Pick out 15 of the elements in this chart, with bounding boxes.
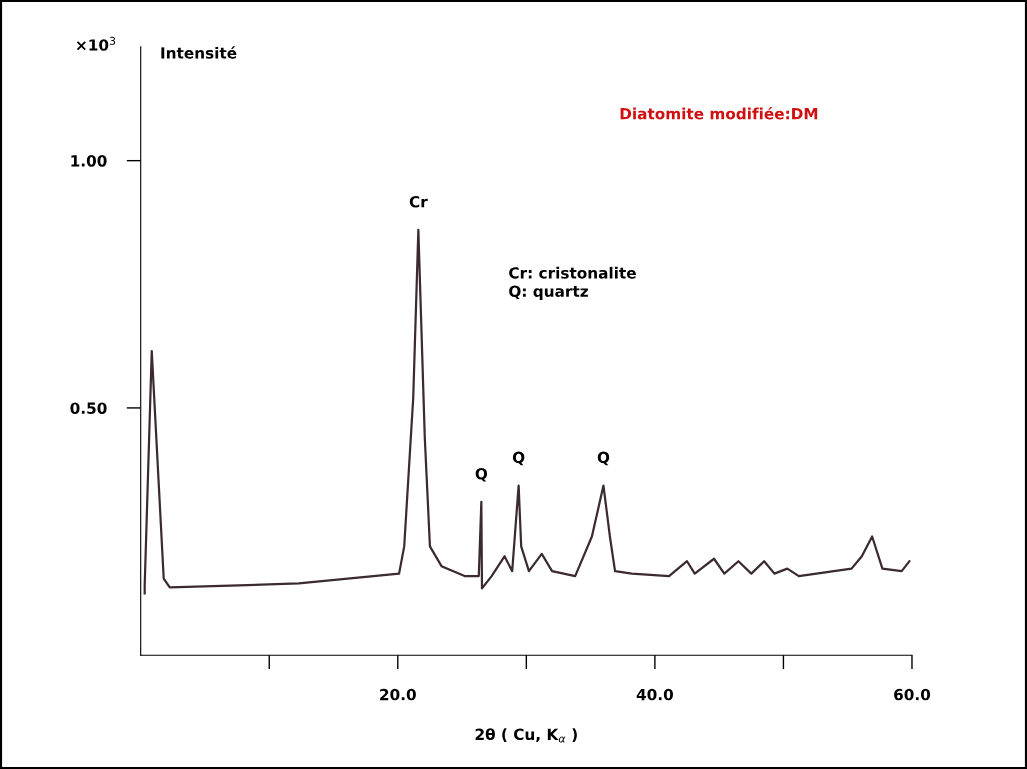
line-series [143,228,911,595]
x-tick-label: 60.0 [894,688,931,701]
annotation: Q [512,451,525,466]
y-tick-label: 0.50 [70,402,107,414]
text: Diatomite modifiée:DM [620,106,818,120]
text: ×10$^{3}$ [76,36,116,51]
annotation: Q [597,451,610,466]
x-tick-label: 20.0 [380,688,416,701]
annotation: Cr [409,195,428,208]
y-tick-label: 1.00 [71,155,107,167]
annotation: Cr: cristonalite Q: quartz [509,266,636,300]
annotation: Q [475,467,488,482]
y-axis-title: Intensité [161,46,237,59]
x-axis-title: 2θ ( Cu, K$_{α}$ ) [475,728,577,743]
x-tick-label: 40.0 [636,688,673,701]
